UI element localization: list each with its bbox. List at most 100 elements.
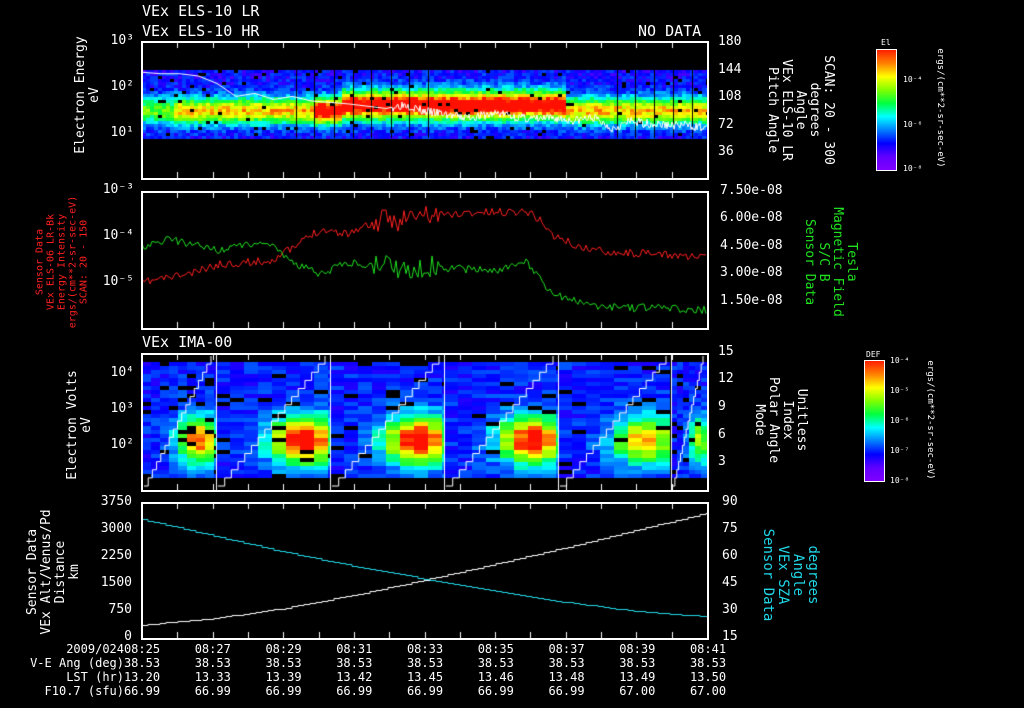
p3-y2tick: 3 xyxy=(718,454,726,469)
ima-spectrogram-plot xyxy=(142,354,707,490)
footer-row-label: V-E Ang (deg) xyxy=(30,656,124,670)
footer-cell-ve_ang: 38.53 xyxy=(406,656,444,670)
colorbar-def-tick: 10⁻⁷ xyxy=(890,446,910,455)
p4-y2tick: 45 xyxy=(722,575,738,590)
p1-y2tick: 144 xyxy=(718,62,742,77)
colorbar-def-tick: 10⁻⁵ xyxy=(890,386,910,395)
footer-cell-lst: 13.42 xyxy=(336,670,373,684)
p1-y2label: SCAN: 20 - 300 degrees Angle VEx ELS-10 … xyxy=(765,55,836,165)
p1-ytick: 10¹ xyxy=(110,125,134,140)
p2-y2tick: 4.50e-08 xyxy=(720,238,783,253)
footer-cell-times: 08:37 xyxy=(548,642,585,656)
footer-cell-lst: 13.39 xyxy=(265,670,302,684)
footer-cell-times: 08:33 xyxy=(406,642,444,656)
footer-cell-f107: 66.99 xyxy=(548,684,585,698)
footer-cell-lst: 13.48 xyxy=(548,670,585,684)
footer-row-label: LST (hr) xyxy=(66,670,124,684)
els-spectrogram-plot xyxy=(142,42,707,178)
p3-ytick: 10⁴ xyxy=(110,365,134,380)
p4-y2tick: 75 xyxy=(722,521,738,536)
footer-cell-ve_ang: 38.53 xyxy=(619,656,656,670)
colorbar-def-tick: 10⁻⁸ xyxy=(890,476,910,485)
p2-y2tick: 3.00e-08 xyxy=(720,265,783,280)
p3-ytick: 10³ xyxy=(110,401,134,416)
title-els-lr: VEx ELS-10 LR xyxy=(142,2,260,20)
footer-row-label: F10.7 (sfu) xyxy=(44,684,124,698)
panel1-frame xyxy=(141,41,709,180)
p2-ytick: 10⁻⁴ xyxy=(102,228,134,243)
footer-cell-f107: 67.00 xyxy=(689,684,727,698)
colorbar-def-tick: 10⁻⁴ xyxy=(890,356,910,365)
footer-cell-f107: 67.00 xyxy=(619,684,656,698)
p1-ylabel: Electron Energy eV xyxy=(73,36,102,154)
colorbar-el-units: ergs/(cm**2-sr-sec-eV) xyxy=(935,48,945,168)
colorbar-def-units: ergs/(cm**2-sr-sec-eV) xyxy=(925,360,935,480)
p1-ytick: 10² xyxy=(110,79,134,94)
footer-cell-f107: 66.99 xyxy=(477,684,514,698)
colorbar-def-title: DEF xyxy=(866,350,881,359)
colorbar-def-tick: 10⁻⁶ xyxy=(890,416,910,425)
p4-ytick: 2250 xyxy=(100,548,132,563)
footer-cell-lst: 13.49 xyxy=(619,670,656,684)
p3-y2tick: 15 xyxy=(718,344,734,359)
footer-cell-times: 08:39 xyxy=(619,642,656,656)
footer-cell-f107: 66.99 xyxy=(406,684,444,698)
footer-cell-ve_ang: 38.53 xyxy=(123,656,161,670)
p4-y2tick: 90 xyxy=(722,494,738,509)
p4-ytick: 3750 xyxy=(100,494,132,509)
footer-cell-ve_ang: 38.53 xyxy=(265,656,302,670)
colorbar-def xyxy=(864,360,885,482)
p1-y2tick: 108 xyxy=(718,89,742,104)
p1-y2tick: 180 xyxy=(718,34,742,49)
p2-y2tick: 1.50e-08 xyxy=(720,293,783,308)
time-axis-table: 2009/024 V-E Ang (deg) LST (hr) F10.7 (s… xyxy=(0,642,1024,708)
footer-cell-times: 08:29 xyxy=(265,642,302,656)
p4-y2label: degrees Angle VEx SZA Sensor Data xyxy=(760,528,821,622)
footer-cell-lst: 13.50 xyxy=(689,670,727,684)
title-els-hr: VEx ELS-10 HR xyxy=(142,22,260,40)
p4-y2tick: 30 xyxy=(722,602,738,617)
p3-y2tick: 12 xyxy=(718,371,734,386)
footer-cell-lst: 13.20 xyxy=(123,670,161,684)
p4-ytick: 0 xyxy=(124,629,132,644)
panel2-frame xyxy=(141,191,709,330)
p4-ytick: 750 xyxy=(108,602,132,617)
p3-y2tick: 6 xyxy=(718,427,726,442)
footer-cell-f107: 66.99 xyxy=(123,684,161,698)
footer-cell-ve_ang: 38.53 xyxy=(689,656,727,670)
no-data-label: NO DATA xyxy=(638,22,702,40)
p4-y2tick: 15 xyxy=(722,629,738,644)
colorbar-el-tick: 10⁻⁶ xyxy=(903,120,923,129)
p3-ytick: 10² xyxy=(110,437,134,452)
footer-cell-times: 08:35 xyxy=(477,642,514,656)
p3-ylabel: Electron Volts eV xyxy=(65,370,94,480)
footer-cell-lst: 13.46 xyxy=(477,670,514,684)
footer-cell-f107: 66.99 xyxy=(336,684,373,698)
p2-ylabel: Sensor Data VEx ELS-06 LR-Bk Energy Inte… xyxy=(34,195,90,329)
p4-ytick: 1500 xyxy=(100,575,132,590)
footer-row-label: 2009/024 xyxy=(66,642,124,656)
panel4-frame xyxy=(141,502,709,640)
p3-y2label: Unitless Index Polar Angle Mode xyxy=(752,376,809,464)
footer-cell-lst: 13.33 xyxy=(194,670,231,684)
p2-ytick: 10⁻⁵ xyxy=(102,274,134,289)
footer-cell-times: 08:25 xyxy=(123,642,161,656)
panel3-frame xyxy=(141,353,709,492)
p4-ylabel: Sensor Data VEx Alt/Venus/Pd Distance km xyxy=(25,509,82,635)
footer-cell-times: 08:31 xyxy=(336,642,373,656)
p2-y2label: Tesla Magnetic Field S/C B Sensor Data xyxy=(802,207,859,317)
p1-y2tick: 72 xyxy=(718,117,734,132)
p4-y2tick: 60 xyxy=(722,548,738,563)
colorbar-el xyxy=(876,49,897,171)
footer-cell-ve_ang: 38.53 xyxy=(548,656,585,670)
p2-y2tick: 6.00e-08 xyxy=(720,210,783,225)
footer-cell-f107: 66.99 xyxy=(265,684,302,698)
footer-cell-f107: 66.99 xyxy=(194,684,231,698)
footer-cell-ve_ang: 38.53 xyxy=(194,656,231,670)
footer-cell-times: 08:41 xyxy=(689,642,727,656)
footer-cell-lst: 13.45 xyxy=(406,670,444,684)
colorbar-el-title: El xyxy=(881,38,891,47)
intensity-bfield-plot xyxy=(142,192,707,328)
colorbar-el-tick: 10⁻⁸ xyxy=(903,164,923,173)
p2-ytick: 10⁻³ xyxy=(102,182,134,197)
